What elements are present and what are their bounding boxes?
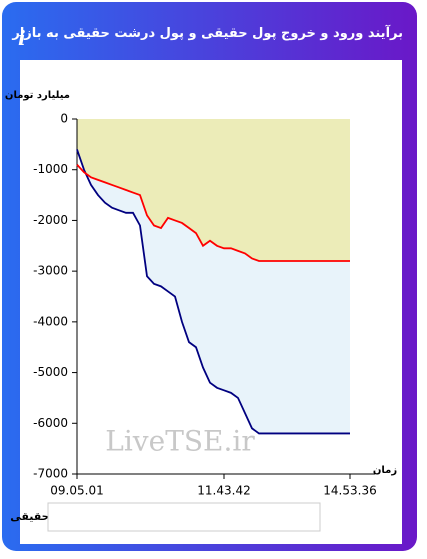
y-tick-label: 0 (60, 112, 68, 126)
y-tick-label: -7000 (33, 467, 68, 481)
card-title: برآیند ورود و خروج پول حقیقی و پول درشت … (12, 26, 403, 41)
y-tick-label: -1000 (33, 162, 68, 176)
line (76, 149, 350, 435)
x-tick-label: 09.05.01 (50, 484, 103, 498)
watermark: LiveTSE.ir (105, 425, 255, 458)
y-tick-label: -6000 (33, 416, 68, 430)
y-tick-label: -3000 (33, 264, 68, 278)
x-tick-label: 14.53.36 (323, 484, 376, 498)
legend (47, 502, 321, 532)
y-tick-label: -4000 (33, 314, 68, 328)
y-axis-label: میلیارد تومان (5, 90, 70, 101)
x-axis-label: زمان (373, 465, 397, 476)
y-tick-label: -5000 (33, 365, 68, 379)
area-below-fill (77, 149, 350, 474)
x-tick-label: 11.43.42 (197, 484, 250, 498)
info-icon[interactable]: i (18, 26, 26, 50)
y-tick-label: -2000 (33, 213, 68, 227)
line (76, 164, 350, 262)
